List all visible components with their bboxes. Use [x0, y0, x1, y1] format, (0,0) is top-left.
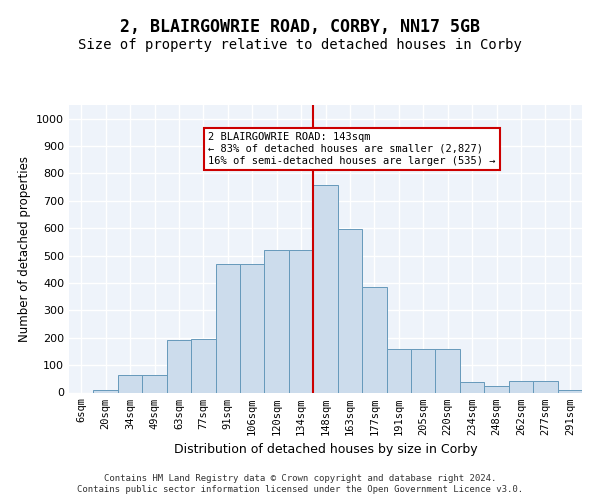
Bar: [484, 386, 509, 392]
Bar: [94, 390, 118, 392]
Bar: [411, 348, 436, 393]
Text: 2, BLAIRGOWRIE ROAD, CORBY, NN17 5GB: 2, BLAIRGOWRIE ROAD, CORBY, NN17 5GB: [120, 18, 480, 36]
Text: Contains HM Land Registry data © Crown copyright and database right 2024.
Contai: Contains HM Land Registry data © Crown c…: [77, 474, 523, 494]
Bar: [289, 250, 313, 392]
Bar: [533, 380, 557, 392]
X-axis label: Distribution of detached houses by size in Corby: Distribution of detached houses by size …: [173, 443, 478, 456]
Bar: [118, 375, 142, 392]
Bar: [142, 375, 167, 392]
Bar: [167, 340, 191, 392]
Bar: [265, 250, 289, 392]
Bar: [362, 286, 386, 393]
Bar: [436, 348, 460, 393]
Bar: [240, 264, 265, 392]
Bar: [460, 382, 484, 392]
Bar: [386, 348, 411, 393]
Bar: [191, 339, 215, 392]
Text: 2 BLAIRGOWRIE ROAD: 143sqm
← 83% of detached houses are smaller (2,827)
16% of s: 2 BLAIRGOWRIE ROAD: 143sqm ← 83% of deta…: [208, 132, 496, 166]
Bar: [557, 390, 582, 392]
Bar: [313, 185, 338, 392]
Y-axis label: Number of detached properties: Number of detached properties: [17, 156, 31, 342]
Text: Size of property relative to detached houses in Corby: Size of property relative to detached ho…: [78, 38, 522, 52]
Bar: [509, 380, 533, 392]
Bar: [215, 264, 240, 392]
Bar: [338, 229, 362, 392]
